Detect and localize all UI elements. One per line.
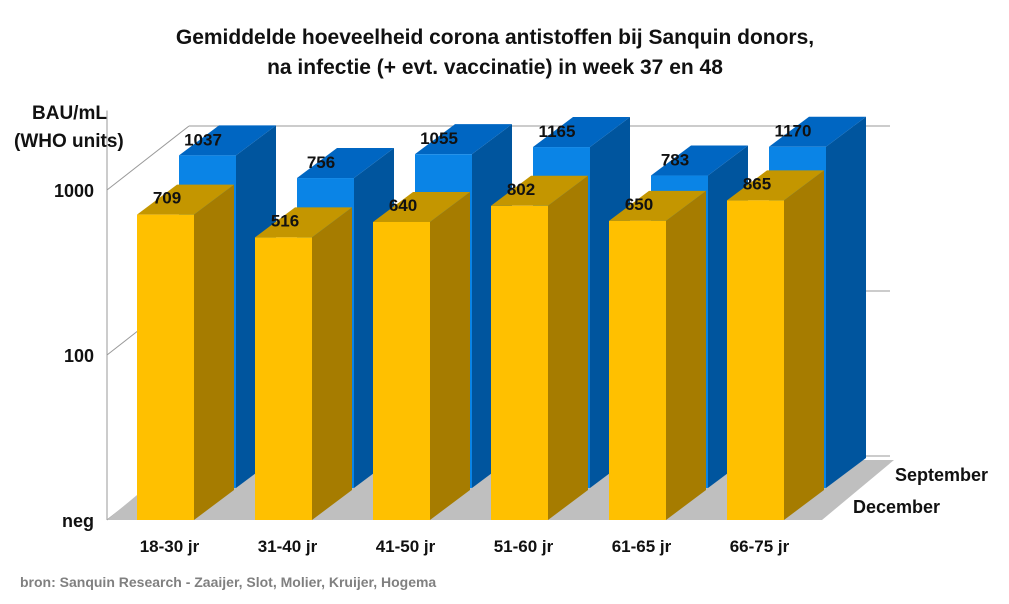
- bar-december-side: [784, 170, 824, 521]
- y-axis-label-unit: BAU/mL: [32, 103, 107, 124]
- data-label-december: 516: [271, 211, 299, 230]
- bar-december: [255, 237, 312, 521]
- data-label-september: 1037: [184, 130, 222, 149]
- bar-december-side: [430, 191, 470, 521]
- series-label-december: December: [853, 497, 940, 517]
- data-label-september: 1170: [775, 122, 812, 141]
- data-label-december: 650: [625, 195, 653, 214]
- bar-december-side: [548, 175, 588, 521]
- x-tick-label: 51-60 jr: [494, 537, 554, 556]
- gridline-diagonal: [106, 125, 190, 191]
- x-tick-label: 61-65 jr: [612, 537, 672, 556]
- bar-september-top: [651, 145, 748, 176]
- bar-december-top: [255, 207, 352, 238]
- chart-title-line1: Gemiddelde hoeveelheid corona antistoffe…: [175, 26, 815, 49]
- data-label-december: 802: [507, 180, 535, 199]
- bar-september-side: [826, 116, 866, 489]
- x-tick-label: 31-40 jr: [258, 537, 318, 556]
- data-label-september: 1055: [420, 129, 458, 148]
- bar-december-side: [666, 190, 706, 520]
- bar-december-top: [609, 190, 706, 221]
- bar-december: [373, 221, 430, 521]
- x-tick-label: 66-75 jr: [730, 537, 790, 556]
- bar-december: [491, 205, 548, 521]
- bar-september-top: [179, 125, 276, 156]
- source-note: bron: Sanquin Research - Zaaijer, Slot, …: [20, 574, 437, 590]
- y-axis-label-who: (WHO units): [14, 131, 124, 152]
- bar-september-top: [769, 116, 866, 147]
- bar-december: [609, 220, 666, 520]
- data-label-september: 756: [307, 153, 335, 172]
- bar-december-top: [727, 170, 824, 201]
- data-label-december: 640: [389, 196, 417, 215]
- bar-december-top: [137, 184, 234, 215]
- y-tick-label: 100: [64, 346, 94, 366]
- bar-december-side: [194, 184, 234, 520]
- series-label-september: September: [895, 465, 988, 485]
- data-label-september: 783: [661, 151, 689, 170]
- x-tick-label: 41-50 jr: [376, 537, 436, 556]
- bar-september-top: [415, 124, 512, 155]
- y-tick-label: 1000: [54, 181, 94, 201]
- data-label-december: 865: [743, 174, 771, 193]
- bar-december: [137, 214, 194, 520]
- chart-title-line2: na infectie (+ evt. vaccinatie) in week …: [267, 56, 723, 79]
- bar-september-top: [297, 148, 394, 179]
- bar-december-side: [312, 207, 352, 521]
- bar-september-top: [533, 117, 630, 148]
- data-label-september: 1165: [539, 122, 576, 141]
- bar-december: [727, 200, 784, 521]
- x-tick-label: 18-30 jr: [140, 537, 200, 556]
- bar-december-top: [373, 191, 470, 222]
- y-tick-label: neg: [62, 511, 94, 531]
- data-label-december: 709: [153, 189, 181, 208]
- bar-december-top: [491, 175, 588, 206]
